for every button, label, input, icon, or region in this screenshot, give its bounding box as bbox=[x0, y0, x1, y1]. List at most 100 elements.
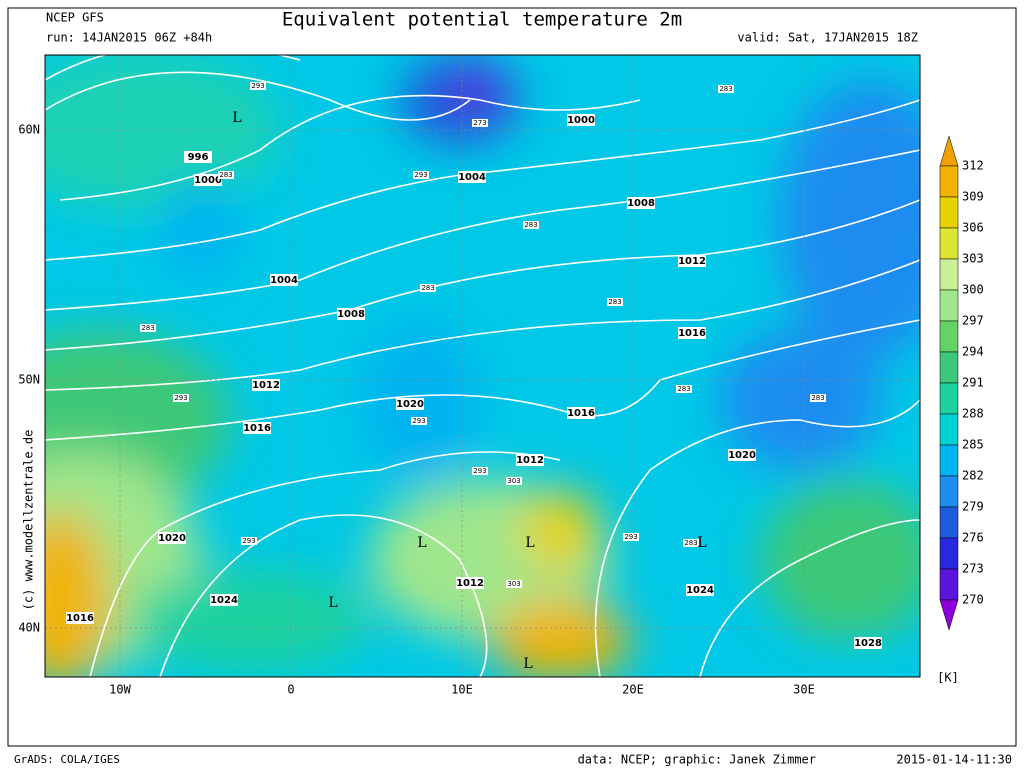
colorbar-bottom bbox=[939, 599, 959, 631]
low-label: L bbox=[417, 535, 426, 551]
valid: valid: Sat, 17JAN2015 18Z bbox=[737, 31, 918, 45]
colorbar-label: 309 bbox=[962, 190, 984, 204]
theta-label-bg bbox=[683, 539, 699, 547]
colorbar-label: 297 bbox=[962, 314, 984, 328]
isobar-label-bg bbox=[194, 174, 222, 186]
isobar-label: 1016 bbox=[243, 423, 271, 434]
frame bbox=[7, 7, 1017, 747]
theta-label-bg bbox=[413, 171, 429, 179]
isobar-label: 1020 bbox=[158, 533, 186, 544]
isobar-label: 1016 bbox=[567, 408, 595, 419]
isobar-label-bg bbox=[337, 308, 365, 320]
theta-label: 283 bbox=[811, 394, 824, 402]
theta-label: 283 bbox=[677, 385, 690, 393]
isobar-label: 1004 bbox=[270, 275, 298, 286]
isobar-label-bg bbox=[627, 197, 655, 209]
isobar-label: 1000 bbox=[194, 175, 222, 186]
lat-label: 60N bbox=[18, 123, 40, 137]
isobar-label-bg bbox=[184, 151, 212, 163]
colorbar-label: 291 bbox=[962, 376, 984, 390]
run: run: 14JAN2015 06Z +84h bbox=[46, 31, 212, 45]
isobar-label-bg bbox=[252, 379, 280, 391]
lon-label: 20E bbox=[622, 683, 644, 697]
title: Equivalent potential temperature 2m bbox=[282, 9, 682, 31]
watermark: (c) www.modellzentrale.de bbox=[22, 430, 36, 611]
theta-label-bg bbox=[218, 171, 234, 179]
lon-label: 30E bbox=[793, 683, 815, 697]
theta-label-bg bbox=[506, 580, 522, 588]
colorbar-label: 300 bbox=[962, 283, 984, 297]
isobar-label-bg bbox=[686, 584, 714, 596]
theta-label-bg bbox=[810, 394, 826, 402]
theta-label-bg bbox=[506, 477, 522, 485]
theta-label-bg bbox=[173, 394, 189, 402]
isobar-label: 1012 bbox=[456, 578, 484, 589]
colorbar-box bbox=[939, 165, 959, 198]
footer-timestamp: 2015-01-14-11:30 bbox=[896, 753, 1012, 767]
low-label: L bbox=[328, 595, 337, 611]
low-label: L bbox=[523, 656, 532, 672]
isobar-label-bg bbox=[456, 577, 484, 589]
theta-label: 293 bbox=[414, 171, 427, 179]
isobar-label: 1024 bbox=[210, 595, 238, 606]
isobar-label-bg bbox=[728, 449, 756, 461]
isobar-label-bg bbox=[243, 422, 271, 434]
theta-label-bg bbox=[250, 82, 266, 90]
theta-label: 293 bbox=[473, 467, 486, 475]
low-label: L bbox=[232, 110, 241, 126]
isobar-label: 1004 bbox=[458, 172, 486, 183]
isobar-label: 1012 bbox=[678, 256, 706, 267]
colorbar-box bbox=[939, 351, 959, 384]
isobar-label-bg bbox=[210, 594, 238, 606]
isobar-label: 1016 bbox=[678, 328, 706, 339]
theta-label-bg bbox=[623, 533, 639, 541]
colorbar-box bbox=[939, 537, 959, 570]
colorbar-top bbox=[939, 135, 959, 167]
theta-label: 283 bbox=[524, 221, 537, 229]
isobar-label-bg bbox=[678, 327, 706, 339]
isobar-label-bg bbox=[158, 532, 186, 544]
isobar-label-bg bbox=[854, 637, 882, 649]
map-border bbox=[44, 54, 921, 678]
theta-label-bg bbox=[718, 85, 734, 93]
colorbar-label: 306 bbox=[962, 221, 984, 235]
theta-label: 293 bbox=[174, 394, 187, 402]
colorbar-box bbox=[939, 227, 959, 260]
theta-label: 303 bbox=[507, 477, 520, 485]
theta-label: 293 bbox=[242, 537, 255, 545]
isobar-label-bg bbox=[678, 255, 706, 267]
isobar-label-bg bbox=[567, 114, 595, 126]
colorbar-box bbox=[939, 320, 959, 353]
colorbar-box bbox=[939, 289, 959, 322]
isobar-label: 1016 bbox=[66, 613, 94, 624]
isobar-label-bg bbox=[458, 171, 486, 183]
theta-label-bg bbox=[241, 537, 257, 545]
lat-label: 50N bbox=[18, 373, 40, 387]
isobar-label: 996 bbox=[188, 152, 209, 163]
colorbar-unit: [K] bbox=[937, 671, 959, 685]
colorbar-box bbox=[939, 413, 959, 446]
isobar-label-bg bbox=[270, 274, 298, 286]
theta-label-bg bbox=[411, 417, 427, 425]
theta-label: 283 bbox=[421, 284, 434, 292]
theta-label: 293 bbox=[412, 417, 425, 425]
isobar-label: 1000 bbox=[567, 115, 595, 126]
model: NCEP GFS bbox=[46, 11, 104, 25]
field bbox=[45, 55, 920, 677]
isobar-label-bg bbox=[567, 407, 595, 419]
isobar-label: 1028 bbox=[854, 638, 882, 649]
theta-label: 303 bbox=[507, 580, 520, 588]
colorbar-box bbox=[939, 444, 959, 477]
colorbar-box bbox=[939, 382, 959, 415]
colorbar-label: 279 bbox=[962, 500, 984, 514]
theta-label-bg bbox=[607, 298, 623, 306]
theta-label: 283 bbox=[219, 171, 232, 179]
theta-label-bg bbox=[472, 467, 488, 475]
footer-left: GrADS: COLA/IGES bbox=[14, 753, 120, 766]
lat-label: 40N bbox=[18, 621, 40, 635]
isobar-label: 1008 bbox=[337, 309, 365, 320]
theta-label: 283 bbox=[141, 324, 154, 332]
low-label: L bbox=[697, 535, 706, 551]
lon-label: 10W bbox=[109, 683, 131, 697]
colorbar-box bbox=[939, 258, 959, 291]
